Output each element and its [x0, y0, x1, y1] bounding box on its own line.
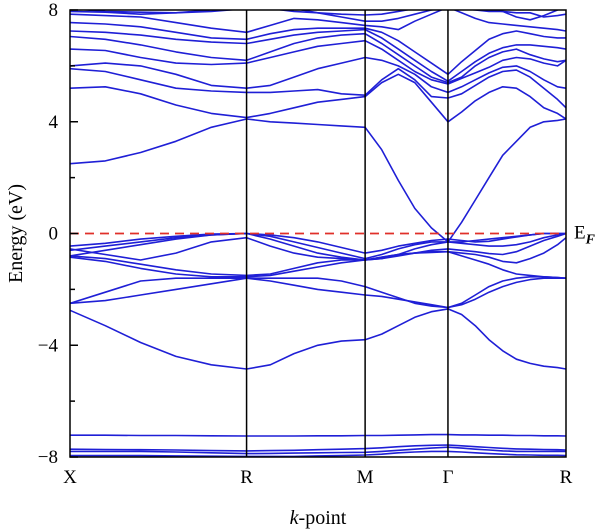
- band-20: [70, 28, 566, 82]
- band-24: [77, 10, 561, 21]
- ytick-label: 4: [49, 112, 59, 133]
- xtick-label: M: [357, 467, 374, 488]
- xtick-label: X: [63, 467, 77, 488]
- xtick-label: R: [240, 467, 253, 488]
- xlabel-italic-part: k: [290, 507, 300, 529]
- xtick-label: R: [560, 467, 573, 488]
- xtick-label: Γ: [442, 467, 453, 488]
- x-axis-title: k-point: [290, 507, 347, 529]
- band-18: [70, 39, 566, 85]
- band-10: [70, 232, 566, 261]
- band-17: [70, 56, 566, 94]
- fermi-label-main: E: [574, 223, 586, 244]
- fermi-label-sub: F: [585, 233, 596, 248]
- ytick-label: 8: [49, 0, 59, 21]
- band-lines: [70, 10, 566, 457]
- band-1: [70, 450, 566, 457]
- band-6: [70, 277, 566, 309]
- band-2: [70, 446, 566, 455]
- fermi-level-label: EF: [574, 223, 596, 248]
- band-23: [70, 10, 566, 23]
- ytick-label: −4: [38, 335, 59, 356]
- band-7: [70, 275, 566, 309]
- band-16: [70, 67, 566, 109]
- axis-ticks: [70, 9, 78, 458]
- band-5: [70, 308, 566, 370]
- band-21: [70, 21, 566, 76]
- band-19: [70, 32, 566, 84]
- xlabel-rest: -point: [299, 507, 347, 529]
- band-4: [70, 433, 566, 437]
- plot-frame: [69, 9, 567, 458]
- band-14: [70, 118, 566, 243]
- ytick-label: −8: [38, 447, 58, 468]
- band-22: [70, 10, 566, 34]
- high-symmetry-lines: [245, 10, 449, 457]
- y-axis-title: Energy (eV): [5, 184, 27, 283]
- y-tick-labels: 8 4 0 −4 −8: [38, 0, 59, 468]
- ytick-label: 0: [49, 224, 59, 245]
- band-3: [70, 444, 566, 452]
- band-15: [70, 73, 566, 123]
